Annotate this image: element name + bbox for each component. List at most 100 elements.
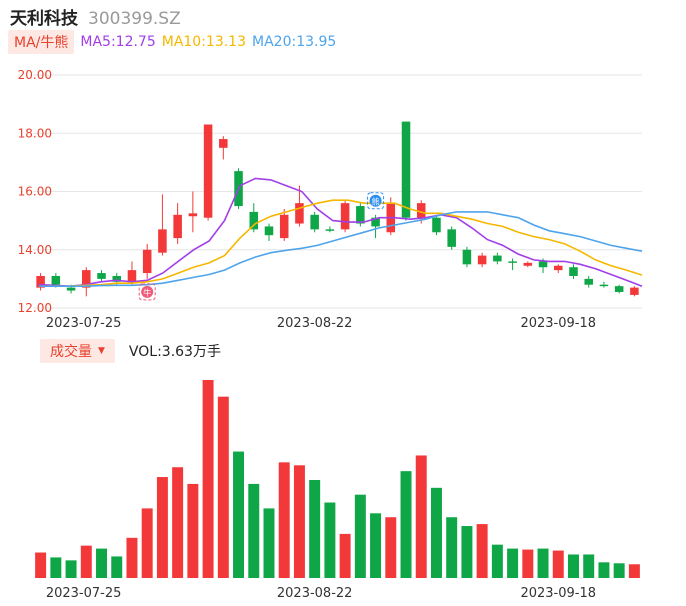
candle-body <box>523 262 533 266</box>
candle-body <box>142 249 152 274</box>
x-tick-label: 2023-08-22 <box>277 316 353 331</box>
candle-body <box>36 275 45 288</box>
stock-name: 天利科技 <box>10 9 78 29</box>
signal-marker-frame <box>138 283 156 301</box>
volume-bar <box>96 548 107 578</box>
bear-signal-icon <box>369 194 382 207</box>
volume-bar <box>446 517 458 578</box>
y-tick-label: 14.00 <box>18 243 52 257</box>
volume-value: VOL:3.63万手 <box>128 344 221 360</box>
candle-body <box>493 255 502 262</box>
volume-bar <box>50 557 62 578</box>
volume-selector-button[interactable]: 成交量 ▼ <box>40 339 115 363</box>
volume-bar <box>233 451 245 578</box>
volume-bar <box>35 552 47 578</box>
volume-bar <box>309 479 321 578</box>
volume-bar <box>126 537 138 578</box>
volume-bar <box>491 544 503 578</box>
candle-body <box>279 214 289 239</box>
candle-body <box>416 203 426 218</box>
candle-body <box>508 261 517 263</box>
volume-bar <box>293 465 305 578</box>
candle-body <box>188 213 198 217</box>
volume-bar <box>370 513 382 578</box>
volume-selector-label: 成交量 <box>50 344 92 360</box>
volume-bar <box>430 487 442 578</box>
candle-body <box>97 273 106 279</box>
candle-body <box>447 229 456 247</box>
ma20-value: MA20:13.95 <box>252 34 337 50</box>
ma10-value: MA10:13.13 <box>161 34 247 50</box>
candle-body <box>127 270 137 282</box>
volume-bar <box>598 562 610 578</box>
candle-body <box>295 203 304 224</box>
volume-bar <box>156 477 168 578</box>
volume-bar <box>141 508 153 578</box>
candle-body <box>112 275 122 282</box>
volume-bar <box>583 554 595 578</box>
ma10-line <box>39 199 643 287</box>
candle-body <box>51 275 61 285</box>
candle-body <box>538 261 548 268</box>
volume-bar <box>263 508 275 578</box>
dropdown-caret-icon: ▼ <box>98 346 105 356</box>
volume-bar <box>248 483 260 578</box>
candle-body <box>173 214 182 239</box>
volume-x-tick-label: 2023-09-18 <box>520 586 596 601</box>
signal-marker-frame <box>367 192 385 210</box>
candle-body <box>203 124 213 218</box>
candle-body <box>401 121 411 218</box>
volume-bar <box>552 550 564 578</box>
volume-bar <box>400 471 412 578</box>
candle-body <box>325 229 335 231</box>
volume-bar <box>507 548 519 578</box>
candle-body <box>371 217 380 227</box>
candle-body <box>432 217 441 233</box>
volume-bar <box>65 560 77 578</box>
stock-header: 天利科技 300399.SZ <box>10 4 181 29</box>
candle-body <box>477 255 487 265</box>
ma-legend: MA/牛熊 MA5:12.75 MA10:13.13 MA20:13.95 <box>8 30 336 54</box>
y-tick-label: 20.00 <box>18 68 52 82</box>
candle-body <box>462 249 472 265</box>
volume-bar <box>278 462 290 578</box>
candle-body <box>569 267 578 276</box>
volume-bar <box>522 549 534 578</box>
stock-code: 300399.SZ <box>88 9 181 29</box>
ma5-value: MA5:12.75 <box>80 34 156 50</box>
y-tick-label: 18.00 <box>18 126 52 140</box>
candle-body <box>340 203 350 230</box>
volume-bar <box>415 455 427 578</box>
volume-bar <box>385 517 397 578</box>
candle-body <box>219 139 228 148</box>
candle-body <box>356 206 365 224</box>
volume-legend: 成交量 ▼ VOL:3.63万手 <box>40 339 221 363</box>
volume-bar <box>339 533 351 578</box>
ma5-line <box>38 177 643 288</box>
volume-bar <box>217 396 229 578</box>
ma-toggle-button[interactable]: MA/牛熊 <box>8 30 75 54</box>
volume-bar <box>354 494 366 578</box>
candle-body <box>310 214 319 230</box>
candle-body <box>158 229 167 253</box>
volume-bar <box>628 564 640 578</box>
candle-body <box>599 284 609 287</box>
candle-body <box>584 278 593 285</box>
volume-bar <box>80 545 92 578</box>
y-tick-label: 16.00 <box>18 185 52 199</box>
volume-bar <box>202 380 214 578</box>
volume-x-tick-label: 2023-08-22 <box>277 586 353 601</box>
volume-bar <box>613 563 625 578</box>
candle-body <box>553 265 563 271</box>
volume-bar <box>111 556 123 578</box>
candle-body <box>264 226 274 236</box>
volume-bar <box>568 554 579 578</box>
signal-marker-label: 熊 <box>372 196 380 206</box>
bull-signal-icon <box>141 285 154 298</box>
signal-marker-label: 牛 <box>143 287 151 297</box>
candle-body <box>82 270 91 288</box>
volume-bar <box>187 483 199 578</box>
x-tick-label: 2023-09-18 <box>520 316 596 331</box>
volume-x-tick-label: 2023-07-25 <box>46 586 122 601</box>
